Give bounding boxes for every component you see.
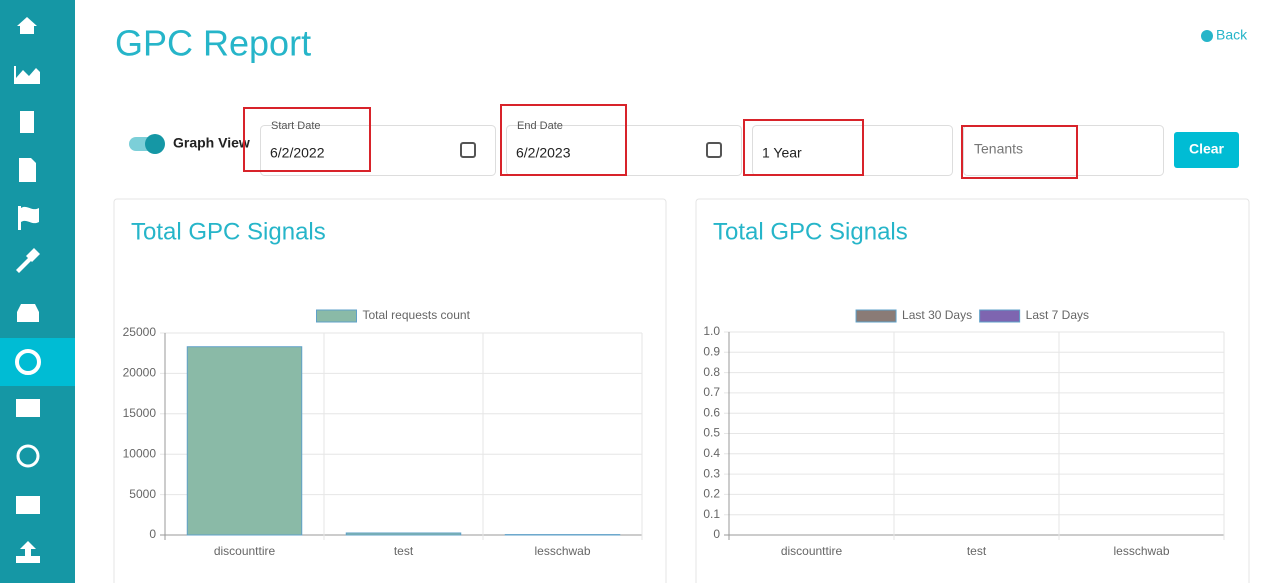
y-tick-label: 10000 [123, 446, 157, 460]
y-tick-label: 0 [713, 527, 720, 541]
legend-swatch [855, 309, 897, 323]
y-tick-label: 0 [149, 527, 156, 541]
legend-label: Total requests count [363, 308, 471, 322]
mail-icon[interactable] [16, 496, 40, 514]
sidebar-icons [14, 17, 41, 563]
calendar-icon[interactable] [460, 142, 476, 158]
clear-label[interactable]: Clear [1189, 141, 1225, 157]
y-tick-label: 0.7 [703, 385, 720, 399]
period-value: 1 Year [762, 145, 802, 161]
field-label: Start Date [271, 120, 321, 132]
x-tick-label: discounttire [781, 544, 843, 558]
chart-card [695, 198, 1250, 583]
legend-label: Last 7 Days [1026, 308, 1089, 322]
home-icon[interactable] [17, 17, 37, 34]
sidebar [0, 0, 75, 583]
legend-label: Last 30 Days [902, 308, 972, 322]
list-icon[interactable] [16, 399, 40, 417]
toggle-knob[interactable] [145, 134, 165, 154]
calendar-icon[interactable] [706, 142, 722, 158]
y-tick-label: 0.6 [703, 405, 720, 419]
y-tick-label: 0.8 [703, 365, 720, 379]
field-value: 6/2/2022 [270, 145, 325, 161]
y-tick-label: 0.2 [703, 487, 720, 501]
chart-title: Total GPC Signals [713, 218, 908, 245]
highlight-box [743, 119, 864, 176]
field-label: End Date [517, 120, 563, 132]
back-link[interactable]: Back [1216, 27, 1248, 43]
tenants-placeholder: Tenants [974, 141, 1023, 157]
legend-swatch [979, 309, 1021, 323]
highlight-box [243, 107, 371, 172]
field-value: 6/2/2023 [516, 145, 571, 161]
bar [345, 532, 462, 536]
y-tick-label: 0.3 [703, 466, 720, 480]
upload-icon[interactable] [16, 541, 40, 563]
y-tick-label: 0.9 [703, 344, 720, 358]
doc-icon[interactable] [19, 158, 36, 182]
clear-button[interactable] [1174, 132, 1239, 168]
y-tick-label: 1.0 [703, 324, 720, 338]
x-tick-label: test [394, 544, 414, 558]
chart-title: Total GPC Signals [131, 218, 326, 245]
y-tick-label: 15000 [123, 406, 157, 420]
film-icon[interactable] [16, 444, 40, 468]
y-tick-label: 25000 [123, 325, 157, 339]
flag-icon[interactable] [18, 206, 39, 230]
y-tick-label: 5000 [129, 487, 156, 501]
x-tick-label: test [967, 544, 987, 558]
highlight-box [961, 125, 1078, 179]
y-tick-label: 20000 [123, 366, 157, 380]
back-icon[interactable] [1201, 30, 1213, 42]
legend-swatch [316, 309, 357, 323]
toggle-label: Graph View [173, 135, 250, 151]
y-tick-label: 0.4 [703, 446, 720, 460]
gavel-icon[interactable] [16, 248, 40, 273]
page-title: GPC Report [115, 23, 311, 64]
bar [186, 346, 303, 536]
drive-icon[interactable] [17, 304, 39, 322]
chart-icon[interactable] [14, 66, 40, 84]
building-icon[interactable] [20, 111, 34, 133]
x-tick-label: lesschwab [1113, 544, 1169, 558]
start-date-field[interactable] [260, 125, 496, 176]
highlights [243, 104, 1078, 179]
highlight-box [500, 104, 627, 176]
y-tick-label: 0.5 [703, 426, 720, 440]
x-tick-label: lesschwab [534, 544, 590, 558]
x-tick-label: discounttire [214, 544, 276, 558]
y-tick-label: 0.1 [703, 507, 720, 521]
support-icon[interactable] [15, 349, 41, 375]
